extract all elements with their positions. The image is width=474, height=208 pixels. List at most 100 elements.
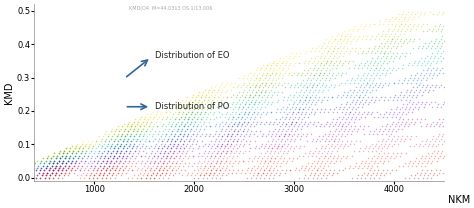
Point [270, 137, 277, 140]
Point [206, 164, 214, 167]
Point [303, 78, 311, 82]
Point [384, 159, 392, 162]
Point [147, 120, 155, 123]
Point [164, 169, 171, 172]
Point [39, 164, 46, 167]
Point [380, 83, 387, 87]
Point [115, 154, 122, 157]
Point [116, 130, 123, 133]
Point [401, 39, 408, 43]
Point [197, 95, 204, 99]
Point [112, 166, 120, 170]
Point [194, 100, 201, 104]
Point [119, 147, 127, 150]
Point [313, 169, 320, 172]
Point [64, 159, 71, 162]
Point [122, 142, 129, 145]
Point [302, 135, 310, 138]
Point [420, 12, 428, 16]
Point [348, 115, 356, 118]
Point [182, 113, 190, 116]
Point [387, 39, 395, 43]
Point [368, 35, 375, 38]
Point [310, 113, 318, 116]
Point [419, 176, 426, 180]
Point [389, 66, 397, 69]
Point [396, 108, 404, 111]
Point [302, 88, 310, 92]
Point [111, 169, 118, 172]
Point [102, 154, 109, 157]
Point [175, 118, 183, 121]
Point [114, 171, 121, 175]
Point [323, 52, 331, 55]
Point [33, 174, 41, 177]
Point [255, 78, 263, 82]
Point [110, 154, 118, 157]
Point [149, 118, 156, 121]
Point [176, 132, 183, 135]
Point [39, 157, 46, 160]
Point [71, 154, 79, 157]
Point [119, 147, 127, 150]
Point [87, 164, 95, 167]
Point [66, 154, 74, 157]
Point [258, 95, 266, 99]
Point [354, 113, 362, 116]
Point [331, 130, 338, 133]
Point [123, 139, 131, 143]
Point [118, 125, 126, 128]
Point [435, 56, 442, 60]
Point [99, 166, 107, 170]
Point [174, 120, 182, 123]
Point [35, 171, 42, 175]
Point [264, 78, 271, 82]
Point [429, 27, 437, 31]
Point [283, 169, 290, 172]
Point [123, 147, 131, 150]
Point [52, 157, 60, 160]
Point [45, 169, 53, 172]
Point [359, 174, 366, 177]
Point [331, 61, 338, 65]
Point [421, 171, 429, 175]
Point [228, 118, 236, 121]
Point [259, 78, 267, 82]
Point [351, 125, 359, 128]
Point [224, 118, 231, 121]
Point [111, 169, 118, 172]
Point [219, 103, 227, 106]
Point [109, 171, 117, 175]
Point [122, 142, 129, 145]
Point [159, 154, 166, 157]
Point [237, 86, 245, 89]
Point [267, 164, 275, 167]
Point [382, 125, 390, 128]
Point [49, 161, 57, 165]
Point [222, 174, 230, 177]
Point [419, 76, 427, 79]
Point [114, 132, 122, 135]
Point [279, 152, 286, 155]
Point [185, 154, 193, 157]
Point [222, 152, 229, 155]
Point [256, 69, 264, 72]
Point [275, 135, 283, 138]
Point [65, 157, 73, 160]
Point [289, 135, 296, 138]
Point [135, 127, 142, 131]
Point [135, 142, 143, 145]
Point [400, 139, 408, 143]
Point [110, 154, 118, 157]
Point [142, 130, 150, 133]
Point [301, 174, 309, 177]
Point [184, 164, 191, 167]
Point [237, 139, 245, 143]
Point [241, 110, 249, 114]
Point [61, 157, 68, 160]
Point [186, 130, 193, 133]
Point [435, 125, 443, 128]
Point [96, 164, 104, 167]
Point [169, 137, 176, 140]
Point [207, 86, 214, 89]
